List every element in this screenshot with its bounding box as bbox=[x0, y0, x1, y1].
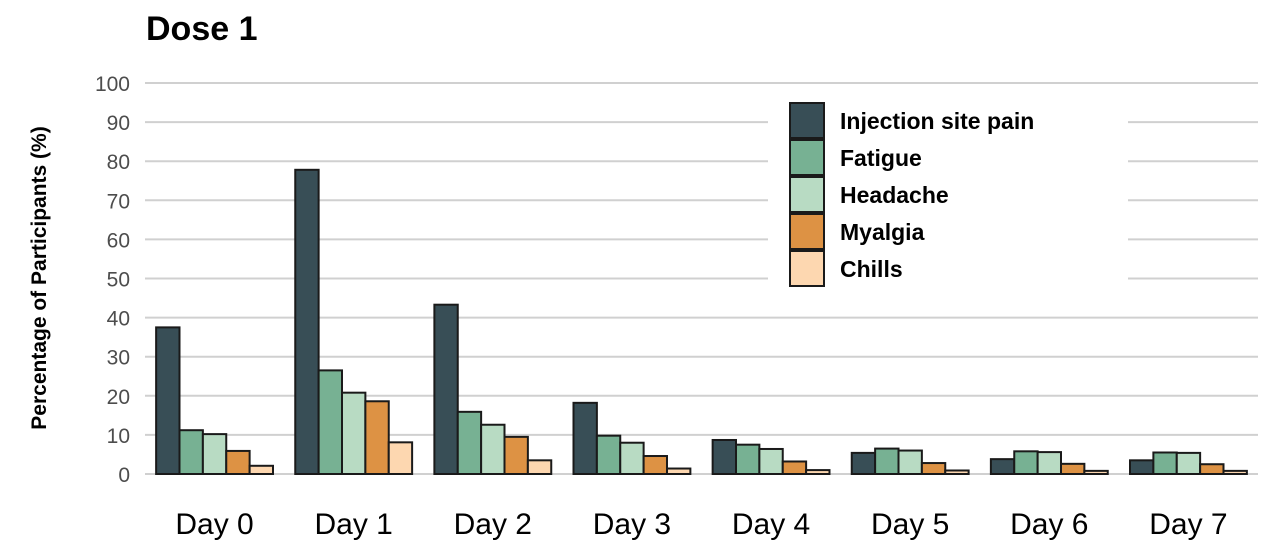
bar-chills-day-1 bbox=[387, 441, 414, 476]
x-tick-label-day-0: Day 0 bbox=[175, 508, 253, 541]
bar-headache-day-5 bbox=[897, 449, 923, 476]
bar-chills-day-2 bbox=[526, 459, 553, 476]
bar-chills-day-6 bbox=[1083, 469, 1109, 476]
legend-label-headache: Headache bbox=[840, 182, 949, 208]
y-axis-label: Percentage of Participants (%) bbox=[28, 126, 51, 429]
legend-label-myalgia: Myalgia bbox=[840, 219, 925, 245]
bar-chills-day-3 bbox=[665, 467, 692, 476]
x-tick-label-day-2: Day 2 bbox=[454, 508, 532, 541]
bar-headache-day-1 bbox=[341, 391, 367, 475]
legend-label-injection-site-pain: Injection site pain bbox=[840, 108, 1034, 134]
bar-injection-site-pain-day-7 bbox=[1129, 459, 1155, 476]
x-tick-label-day-3: Day 3 bbox=[593, 508, 671, 541]
bar-fatigue-day-2 bbox=[456, 410, 483, 475]
bar-fatigue-day-0 bbox=[178, 429, 204, 476]
legend-key-myalgia bbox=[789, 213, 825, 250]
bar-myalgia-day-1 bbox=[364, 400, 390, 475]
y-tick-label-80: 80 bbox=[107, 151, 130, 174]
bar-fatigue-day-7 bbox=[1152, 451, 1178, 475]
bar-fatigue-day-3 bbox=[595, 434, 622, 476]
bar-chills-day-7 bbox=[1222, 469, 1248, 476]
bar-chills-day-0 bbox=[248, 464, 274, 476]
bar-myalgia-day-3 bbox=[642, 455, 668, 476]
x-tick-label-day-4: Day 4 bbox=[732, 508, 810, 541]
bar-headache-day-0 bbox=[201, 433, 228, 476]
bar-fatigue-day-1 bbox=[317, 369, 344, 476]
bar-injection-site-pain-day-6 bbox=[989, 458, 1016, 475]
legend-key-injection-site-pain bbox=[789, 102, 825, 139]
bar-injection-site-pain-day-3 bbox=[572, 401, 598, 476]
bar-chills-day-4 bbox=[805, 469, 831, 475]
y-tick-label-20: 20 bbox=[107, 386, 130, 409]
bar-headache-day-3 bbox=[619, 441, 645, 476]
bar-injection-site-pain-day-4 bbox=[711, 438, 738, 475]
bar-headache-day-7 bbox=[1175, 451, 1202, 475]
y-axis-ticks: 0 10 20 30 40 50 60 70 80 90 100 bbox=[95, 73, 130, 487]
y-tick-label-50: 50 bbox=[107, 269, 130, 292]
legend-label-chills: Chills bbox=[840, 256, 903, 282]
y-tick-label-100: 100 bbox=[95, 73, 130, 96]
x-axis-ticks: Day 0 Day 1 Day 2 Day 3 Day 4 Day 5 Day 6 Day 7 bbox=[175, 508, 1227, 541]
bar-fatigue-day-6 bbox=[1013, 450, 1039, 475]
x-tick-label-day-1: Day 1 bbox=[315, 508, 393, 541]
legend-key-headache bbox=[789, 176, 825, 213]
bar-myalgia-day-6 bbox=[1059, 462, 1086, 476]
y-tick-label-30: 30 bbox=[107, 347, 130, 370]
bar-myalgia-day-7 bbox=[1199, 463, 1225, 476]
legend-key-fatigue bbox=[789, 139, 825, 176]
y-tick-label-0: 0 bbox=[118, 464, 130, 487]
legend-background bbox=[768, 99, 1128, 290]
y-tick-label-70: 70 bbox=[107, 190, 130, 213]
bar-headache-day-6 bbox=[1036, 451, 1062, 476]
bar-injection-site-pain-day-2 bbox=[433, 303, 459, 475]
bar-injection-site-pain-day-0 bbox=[155, 326, 181, 475]
y-tick-label-90: 90 bbox=[107, 112, 130, 135]
y-tick-label-10: 10 bbox=[107, 425, 130, 448]
bar-injection-site-pain-day-5 bbox=[850, 451, 877, 475]
x-tick-label-day-5: Day 5 bbox=[871, 508, 949, 541]
bar-headache-day-4 bbox=[758, 447, 784, 476]
bar-chills-day-5 bbox=[944, 469, 970, 475]
bar-myalgia-day-2 bbox=[503, 435, 529, 476]
legend-key-chills bbox=[789, 250, 825, 287]
bar-myalgia-day-4 bbox=[781, 460, 808, 476]
legend: Injection site pain Fatigue Headache Myalgi… bbox=[768, 99, 1128, 290]
y-tick-label-60: 60 bbox=[107, 229, 130, 252]
y-tick-label-40: 40 bbox=[107, 308, 130, 331]
bar-fatigue-day-4 bbox=[735, 443, 761, 475]
bar-myalgia-day-0 bbox=[225, 449, 251, 475]
bar-headache-day-2 bbox=[480, 423, 506, 476]
x-tick-label-day-6: Day 6 bbox=[1010, 508, 1088, 541]
x-tick-label-day-7: Day 7 bbox=[1149, 508, 1227, 541]
bar-injection-site-pain-day-1 bbox=[294, 168, 320, 475]
legend-label-fatigue: Fatigue bbox=[840, 145, 922, 171]
bars bbox=[155, 168, 1248, 476]
bar-myalgia-day-5 bbox=[920, 462, 947, 476]
chart-title: Dose 1 bbox=[146, 10, 258, 48]
bar-fatigue-day-5 bbox=[874, 447, 900, 475]
